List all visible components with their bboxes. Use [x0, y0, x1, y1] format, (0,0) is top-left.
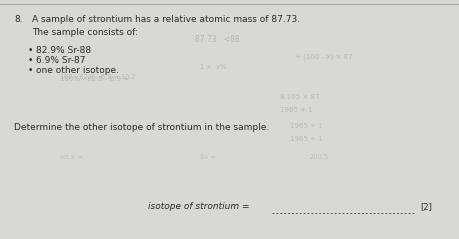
- Text: •: •: [28, 66, 34, 75]
- Text: 8.105 × 87: 8.105 × 87: [280, 94, 319, 100]
- Text: 200.5: 200.5: [309, 154, 328, 160]
- Text: The sample consists of:: The sample consists of:: [32, 28, 138, 37]
- Text: 100% - 82.9 - 6.9 =: 100% - 82.9 - 6.9 =: [60, 76, 129, 82]
- Text: one other isotope.: one other isotope.: [36, 66, 119, 75]
- Text: 8x =: 8x =: [200, 154, 215, 160]
- Text: 82.9% Sr-88: 82.9% Sr-88: [36, 46, 91, 55]
- Text: 87.73   <88: 87.73 <88: [195, 35, 239, 44]
- Text: Determine the other isotope of strontium in the sample.: Determine the other isotope of strontium…: [14, 123, 269, 132]
- Text: isotope of strontium =: isotope of strontium =: [148, 202, 249, 211]
- Text: 8.: 8.: [14, 15, 22, 24]
- Text: 6.9% Sr-87: 6.9% Sr-87: [36, 56, 85, 65]
- Text: + (100 - x) × 87: + (100 - x) × 87: [294, 53, 352, 60]
- Text: A sample of strontium has a relative atomic mass of 87.73.: A sample of strontium has a relative ato…: [32, 15, 299, 24]
- Text: •: •: [28, 56, 34, 65]
- Text: 1 ×  x%: 1 × x%: [200, 64, 226, 70]
- Text: 100 - 82.9 - 6.9 = 10.2: 100 - 82.9 - 6.9 = 10.2: [60, 74, 135, 80]
- Text: 1965 + 1: 1965 + 1: [289, 136, 322, 142]
- Text: 1965 + 1: 1965 + 1: [280, 107, 312, 113]
- Text: [2]: [2]: [419, 202, 431, 211]
- Text: 1965 + 1: 1965 + 1: [289, 123, 322, 129]
- Text: let x =: let x =: [60, 154, 82, 160]
- Text: •: •: [28, 46, 34, 55]
